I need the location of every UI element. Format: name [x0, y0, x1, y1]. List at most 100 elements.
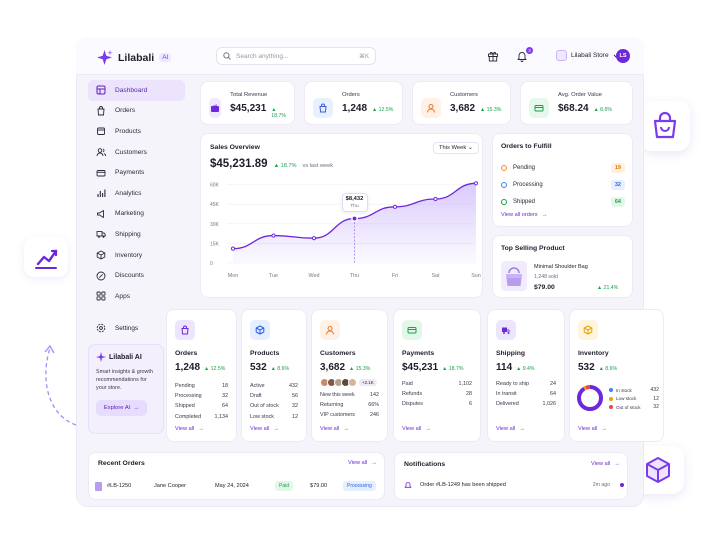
row-value: 28 — [466, 391, 472, 398]
y-tick-label: 60K — [210, 183, 220, 189]
range-label: This Week — [439, 145, 467, 151]
fulfill-title: Orders to Fulfill — [501, 143, 552, 150]
legend-dot — [609, 405, 613, 410]
sidebar-item-payments[interactable]: Payments — [88, 162, 185, 183]
data-point[interactable] — [351, 215, 358, 222]
customers-icon — [96, 148, 106, 157]
data-point[interactable] — [311, 236, 317, 241]
row-label: VIP customers — [320, 412, 355, 419]
module-card-orders[interactable]: Orders 1,248 ▲ 12.5% Pending 18 Processing 3… — [166, 309, 237, 442]
fulfill-count: 64 — [610, 196, 625, 207]
data-point[interactable] — [230, 246, 236, 251]
user-icon — [421, 98, 441, 118]
module-value: 1,248 — [175, 362, 201, 373]
row-value: 32 — [222, 393, 228, 400]
sidebar-item-settings[interactable]: Settings — [88, 318, 185, 338]
avatar[interactable]: LS — [616, 49, 630, 63]
legend-item: Low stock 12 — [609, 395, 659, 404]
sidebar-item-label: Dashboard — [115, 86, 148, 94]
user-icon — [320, 320, 340, 340]
module-row: New this week 142 — [320, 390, 379, 400]
fulfill-row-processing[interactable]: Processing 32 — [501, 176, 625, 193]
sidebar-item-label: Analytics — [115, 189, 142, 197]
module-card-shipping[interactable]: Shipping 114 ▲ 9.4% Ready to ship 24 In tra… — [487, 309, 565, 442]
row-label: Shipped — [175, 403, 195, 410]
data-point[interactable] — [473, 181, 479, 186]
module-card-products[interactable]: Products 532 ▲ 8.6% Active 432 Draft 56 Out o… — [241, 309, 307, 442]
module-card-inventory[interactable]: Inventory 532 ▲ 8.6% In stock 432 Low stock… — [569, 309, 664, 442]
view-all-orders-link[interactable]: View all orders → — [501, 212, 547, 218]
module-row: Processing 32 — [175, 391, 228, 401]
kpi-card-orders[interactable]: Orders 1,248 ▲ 12.5% — [304, 81, 403, 125]
view-all-link[interactable]: View all → — [320, 426, 349, 432]
extra-customers-badge: +2.1K — [359, 379, 377, 386]
view-all-link[interactable]: View all → — [496, 426, 525, 432]
view-all-label: View all — [402, 426, 422, 432]
sidebar-item-customers[interactable]: Customers — [88, 142, 185, 163]
avatar-stack: +2.1K — [320, 378, 379, 387]
sidebar-item-shipping[interactable]: Shipping — [88, 224, 185, 245]
avatar — [348, 378, 357, 387]
row-value: 32 — [292, 403, 298, 410]
kpi-card-customers[interactable]: Customers 3,682 ▲ 15.3% — [412, 81, 511, 125]
module-card-payments[interactable]: Payments $45,231 ▲ 18.7% Paid 1,102 Refunds… — [393, 309, 481, 442]
view-all-link[interactable]: View all → — [578, 426, 607, 432]
notification-item[interactable]: Order #LB-1249 has been shipped 2m ago — [404, 481, 624, 489]
module-value: $45,231 — [402, 362, 439, 373]
view-all-orders-label: View all orders — [501, 212, 538, 218]
recent-orders-view-all-link[interactable]: View all → — [348, 460, 377, 466]
sidebar-item-products[interactable]: Products — [88, 121, 185, 142]
sidebar-item-dashboard[interactable]: Dashboard — [88, 80, 185, 101]
sidebar-item-marketing[interactable]: Marketing — [88, 204, 185, 225]
legend-label: Low stock — [616, 396, 637, 402]
top-selling-title: Top Selling Product — [501, 245, 565, 252]
fulfill-row-pending[interactable]: Pending 19 — [501, 159, 625, 176]
row-value: 18 — [222, 383, 228, 390]
view-all-link[interactable]: View all → — [175, 426, 204, 432]
dashboard-icon — [96, 85, 106, 95]
table-row[interactable]: #LB-1250 Jane Cooper May 24, 2024 Paid $… — [95, 477, 380, 495]
notifications-view-all-link[interactable]: View all → — [591, 461, 620, 467]
arrow-right-icon: → — [343, 426, 349, 432]
row-value: 56 — [292, 393, 298, 400]
module-card-customers[interactable]: Customers 3,682 ▲ 15.3% +2.1K New this we… — [311, 309, 388, 442]
card-icon — [529, 98, 549, 118]
sidebar-item-apps[interactable]: Apps — [88, 286, 185, 307]
ai-card-description: Smart insights & growth recommendations … — [96, 369, 153, 392]
module-rows: Paid 1,102 Refunds 28 Disputes 6 — [402, 379, 472, 410]
kpi-change: 8.6% — [600, 107, 612, 113]
search-input[interactable]: Search anything... ⌘K — [216, 47, 376, 65]
module-change: 15.3% — [355, 366, 371, 372]
view-all-label: View all — [175, 426, 195, 432]
card-icon — [402, 320, 422, 340]
truck-icon — [496, 320, 516, 340]
view-all-link[interactable]: View all → — [250, 426, 279, 432]
store-switcher[interactable]: Lilabali Store — [556, 50, 619, 61]
range-dropdown[interactable]: This Week ⌄ — [433, 142, 479, 154]
sidebar-item-discounts[interactable]: Discounts — [88, 265, 185, 286]
data-point[interactable] — [433, 196, 438, 202]
view-all-link[interactable]: View all → — [402, 426, 431, 432]
fulfill-row-shipped[interactable]: Shipped 64 — [501, 193, 625, 210]
kpi-card-revenue[interactable]: Total Revenue $45,231 ▲ 18.7% — [200, 81, 295, 125]
data-point[interactable] — [271, 233, 276, 238]
view-all-label: View all — [496, 426, 516, 432]
row-value: 64 — [550, 391, 556, 398]
brand-logo[interactable]: Lilabali AI — [96, 49, 172, 66]
notifications-title: Notifications — [404, 461, 446, 468]
sidebar-item-orders[interactable]: Orders — [88, 101, 185, 122]
view-all-label: View all — [591, 461, 611, 467]
view-all-label: View all — [348, 460, 368, 466]
data-point[interactable] — [392, 204, 398, 209]
view-all-label: View all — [320, 426, 340, 432]
row-label: New this week — [320, 392, 355, 399]
sidebar-item-analytics[interactable]: Analytics — [88, 183, 185, 204]
kpi-card-aov[interactable]: Avg. Order Value $68.24 ▲ 8.6% — [520, 81, 633, 125]
inventory-donut-chart — [577, 385, 603, 411]
bell-icon[interactable] — [516, 50, 528, 62]
explore-ai-button[interactable]: Explore AI → — [96, 400, 147, 417]
row-value: 1,102 — [458, 381, 473, 388]
row-label: Completed — [175, 413, 202, 420]
sidebar-item-inventory[interactable]: Inventory — [88, 245, 185, 266]
gift-icon[interactable] — [487, 50, 499, 62]
